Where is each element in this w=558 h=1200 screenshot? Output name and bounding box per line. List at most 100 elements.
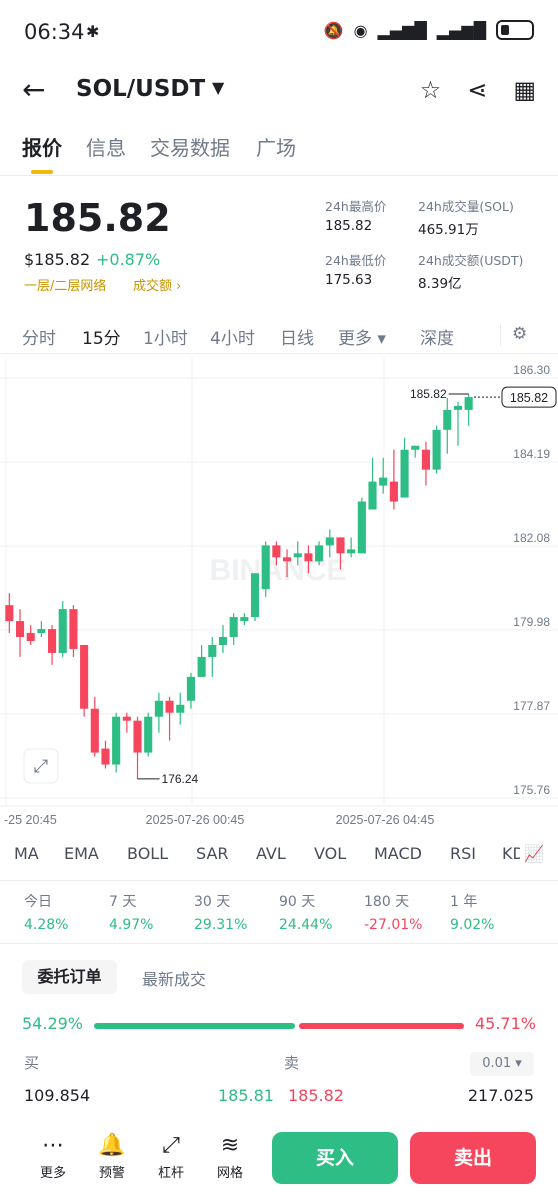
candle-body bbox=[15, 621, 25, 638]
star-icon[interactable]: ☆ bbox=[419, 76, 442, 104]
perf-today: 今日 4.28% bbox=[24, 891, 104, 933]
indicator-chart-icon[interactable]: 📈 bbox=[524, 844, 544, 863]
bluetooth-icon: ✱ bbox=[86, 22, 100, 41]
top-header: ← SOL/USDT ▼ ☆ ⋖ ▦ bbox=[0, 66, 558, 118]
usd-price: $185.82 bbox=[24, 250, 91, 269]
pair-title[interactable]: SOL/USDT bbox=[76, 76, 206, 102]
indicator-kd[interactable]: KD bbox=[502, 844, 520, 863]
perf-30d: 30 天 29.31% bbox=[194, 891, 274, 933]
buy-button[interactable]: 买入 bbox=[272, 1132, 398, 1184]
candle-body bbox=[304, 553, 313, 562]
indicator-avl[interactable]: AVL bbox=[256, 844, 286, 863]
share-icon[interactable]: ⋖ bbox=[467, 76, 488, 104]
orderbook-tabs: 委托订单 最新成交 bbox=[0, 960, 558, 1000]
leverage-label: 杠杆 bbox=[157, 1166, 184, 1181]
y-tick-label: 177.87 bbox=[513, 699, 550, 713]
bid-price[interactable]: 185.81 bbox=[218, 1086, 274, 1105]
leverage-button[interactable]: ⤢ 杠杆 bbox=[149, 1132, 193, 1181]
pair-dropdown-icon[interactable]: ▼ bbox=[212, 78, 225, 97]
candle-body bbox=[112, 716, 121, 765]
buy-sell-ratio: 54.29% 45.71% bbox=[0, 1014, 558, 1038]
grid-button[interactable]: ≋ 网格 bbox=[208, 1132, 252, 1181]
grid-menu-icon[interactable]: ▦ bbox=[513, 76, 536, 104]
amount-label: 24h成交额(USDT) bbox=[418, 253, 524, 268]
candle-body bbox=[379, 477, 388, 486]
indicator-macd[interactable]: MACD bbox=[374, 844, 422, 863]
y-tick-label: 184.19 bbox=[513, 447, 550, 461]
indicator-rsi[interactable]: RSI bbox=[450, 844, 476, 863]
last-price-label: 185.82 bbox=[510, 391, 548, 405]
precision-select[interactable]: 0.01 ▾ bbox=[470, 1052, 534, 1076]
perf-value: 4.28% bbox=[24, 917, 69, 933]
fullscreen-icon: ⤢ bbox=[34, 756, 49, 777]
tab-info[interactable]: 信息 bbox=[86, 136, 126, 160]
ask-price[interactable]: 185.82 bbox=[288, 1086, 344, 1105]
candlestick-chart[interactable]: BINANCE 186.30 184.19 182.08 179.98 177.87 17… bbox=[0, 358, 558, 834]
candle-body bbox=[48, 629, 57, 653]
performance-row: 今日 4.28% 7 天 4.97% 30 天 29.31% 90 天 24.4… bbox=[0, 880, 558, 944]
candle-body bbox=[453, 405, 463, 410]
sell-button[interactable]: 卖出 bbox=[410, 1132, 536, 1184]
interval-4h[interactable]: 4小时 bbox=[210, 329, 255, 349]
interval-1h[interactable]: 1小时 bbox=[143, 329, 188, 349]
high-value: 185.82 bbox=[325, 218, 373, 234]
alert-button[interactable]: 🔔 预警 bbox=[90, 1132, 134, 1181]
candle-body bbox=[176, 704, 185, 713]
tab-square[interactable]: 广场 bbox=[256, 136, 296, 160]
orderbook-row: 109.854 185.81 185.82 217.025 bbox=[0, 1086, 558, 1110]
perf-value: -27.01% bbox=[364, 917, 423, 933]
interval-day[interactable]: 日线 bbox=[280, 329, 314, 349]
perf-value: 9.02% bbox=[450, 917, 495, 933]
perf-label: 180 天 bbox=[364, 894, 410, 910]
candle-body bbox=[218, 637, 228, 645]
interval-line[interactable]: 分时 bbox=[22, 329, 56, 349]
candle-body bbox=[347, 549, 356, 554]
tab-quote[interactable]: 报价 bbox=[22, 136, 62, 160]
candle-body bbox=[421, 449, 430, 470]
chart-settings-icon[interactable]: ⚙ bbox=[512, 324, 528, 344]
indicator-ma[interactable]: MA bbox=[14, 844, 39, 863]
volume-tag[interactable]: 成交额 › bbox=[133, 279, 182, 294]
candle-body bbox=[357, 501, 366, 554]
fullscreen-button bbox=[23, 748, 59, 784]
tab-latest-trades[interactable]: 最新成交 bbox=[142, 970, 207, 989]
alert-label: 预警 bbox=[98, 1166, 125, 1181]
interval-more[interactable]: 更多 ▾ bbox=[338, 329, 386, 349]
indicator-boll[interactable]: BOLL bbox=[127, 844, 169, 863]
back-arrow-icon[interactable]: ← bbox=[22, 73, 46, 106]
candle-body bbox=[315, 545, 324, 562]
more-button[interactable]: ⋯ 更多 bbox=[31, 1132, 75, 1181]
candle-body bbox=[69, 609, 78, 649]
x-tick-label: 2025-07-26 04:45 bbox=[336, 813, 435, 827]
perf-value: 29.31% bbox=[194, 917, 248, 933]
interval-depth[interactable]: 深度 bbox=[420, 329, 454, 349]
candle-body bbox=[293, 553, 302, 558]
sell-ratio-bar bbox=[299, 1023, 464, 1029]
candle-body bbox=[368, 481, 377, 510]
sell-label: 卖 bbox=[284, 1054, 300, 1072]
interval-15m[interactable]: 15分 bbox=[82, 329, 121, 349]
bell-icon: 🔔 bbox=[98, 1133, 126, 1158]
candle-body bbox=[261, 545, 270, 590]
indicator-ema[interactable]: EMA bbox=[64, 844, 99, 863]
last-price: 185.82 bbox=[24, 196, 171, 240]
interval-tabs: 分时 15分 1小时 4小时 日线 更多 ▾ 深度 ⚙ bbox=[0, 320, 558, 354]
ask-quantity: 217.025 bbox=[467, 1086, 534, 1105]
leverage-icon: ⤢ bbox=[162, 1133, 180, 1158]
tab-orderbook[interactable]: 委托订单 bbox=[22, 960, 117, 994]
indicator-vol[interactable]: VOL bbox=[314, 844, 347, 863]
layer-tag[interactable]: 一层/二层网络 bbox=[24, 279, 107, 294]
low-value: 175.63 bbox=[325, 272, 373, 288]
perf-label: 今日 bbox=[24, 894, 52, 910]
chart-svg[interactable]: BINANCE 186.30 184.19 182.08 179.98 177.87 17… bbox=[0, 358, 558, 834]
high-label: 24h最高价 bbox=[325, 199, 387, 214]
tab-trading-data[interactable]: 交易数据 bbox=[150, 136, 230, 160]
perf-label: 90 天 bbox=[279, 894, 316, 910]
candle-body bbox=[186, 676, 195, 701]
x-tick-label: -25 20:45 bbox=[4, 813, 57, 827]
volume-value: 465.91万 bbox=[418, 222, 479, 238]
candle-body bbox=[229, 617, 238, 638]
indicator-sar[interactable]: SAR bbox=[196, 844, 229, 863]
candle-body bbox=[122, 716, 131, 721]
perf-7d: 7 天 4.97% bbox=[109, 891, 189, 933]
